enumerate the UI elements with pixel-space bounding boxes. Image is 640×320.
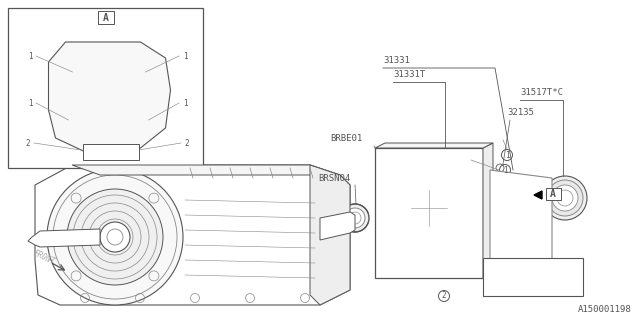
Circle shape: [102, 92, 118, 108]
Circle shape: [122, 147, 131, 157]
Text: 31517T*C: 31517T*C: [520, 88, 563, 97]
Circle shape: [341, 204, 369, 232]
Circle shape: [100, 222, 130, 252]
Polygon shape: [490, 170, 552, 268]
Circle shape: [500, 200, 540, 240]
Bar: [83, 144, 138, 160]
Circle shape: [381, 154, 393, 166]
Polygon shape: [320, 212, 355, 240]
Circle shape: [63, 115, 74, 125]
Polygon shape: [49, 42, 170, 152]
Circle shape: [543, 176, 587, 220]
Circle shape: [465, 260, 477, 272]
Text: BRBE01: BRBE01: [330, 134, 362, 143]
Polygon shape: [28, 229, 100, 247]
Text: 2: 2: [491, 282, 495, 291]
Bar: [546, 188, 561, 200]
Polygon shape: [72, 165, 340, 175]
Text: 1: 1: [491, 263, 495, 272]
Circle shape: [88, 78, 132, 122]
Text: 1: 1: [182, 52, 188, 60]
Polygon shape: [310, 165, 350, 305]
Circle shape: [492, 192, 548, 248]
Circle shape: [143, 115, 154, 125]
Text: 31331: 31331: [383, 56, 410, 65]
Circle shape: [47, 169, 183, 305]
Text: 2: 2: [442, 292, 446, 300]
Text: 1: 1: [182, 99, 188, 108]
Text: 2: 2: [185, 139, 189, 148]
Text: 2: 2: [26, 139, 30, 148]
Polygon shape: [35, 165, 350, 305]
Text: 32135: 32135: [507, 108, 534, 117]
Text: A150001198: A150001198: [579, 305, 632, 314]
Polygon shape: [375, 143, 493, 148]
Text: A: A: [102, 13, 108, 23]
Bar: [483, 258, 583, 296]
Polygon shape: [483, 143, 493, 278]
Circle shape: [67, 189, 163, 285]
Text: BRBL06: BRBL06: [509, 282, 541, 291]
Circle shape: [547, 180, 583, 216]
Circle shape: [58, 48, 163, 152]
Polygon shape: [534, 191, 542, 199]
Circle shape: [465, 154, 477, 166]
Text: A: A: [550, 189, 556, 199]
Circle shape: [552, 185, 578, 211]
Polygon shape: [375, 148, 483, 278]
Circle shape: [90, 147, 99, 157]
Text: 1: 1: [28, 52, 32, 60]
Text: 1: 1: [28, 99, 32, 108]
Circle shape: [77, 67, 143, 133]
Text: 1: 1: [502, 165, 508, 174]
Circle shape: [140, 67, 151, 77]
Circle shape: [99, 88, 122, 112]
Bar: [8, 8, 203, 168]
Text: BRBL05: BRBL05: [509, 263, 541, 272]
Text: FRONT: FRONT: [31, 249, 56, 267]
Circle shape: [345, 208, 365, 228]
Circle shape: [93, 83, 127, 117]
Text: 1: 1: [505, 150, 509, 159]
Circle shape: [67, 67, 78, 77]
Text: 31331T: 31331T: [393, 70, 425, 79]
Circle shape: [83, 72, 138, 128]
Bar: [97, 11, 113, 24]
Text: BRSN04: BRSN04: [318, 174, 350, 183]
Circle shape: [72, 62, 148, 138]
Circle shape: [381, 260, 393, 272]
